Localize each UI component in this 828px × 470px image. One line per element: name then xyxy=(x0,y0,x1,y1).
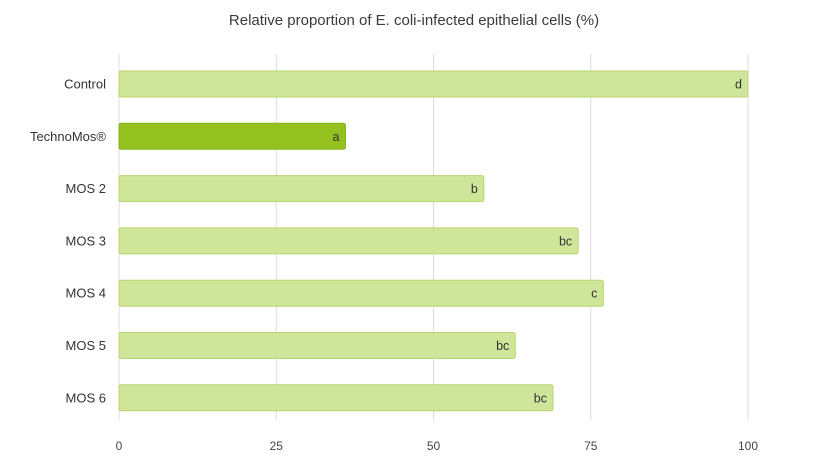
category-label: Control xyxy=(64,77,106,92)
bar xyxy=(118,332,516,359)
x-tick-label: 75 xyxy=(584,439,598,453)
category-label: MOS 2 xyxy=(66,181,106,196)
chart-title: Relative proportion of E. coli-infected … xyxy=(228,12,600,29)
bar xyxy=(118,175,485,203)
bar xyxy=(118,122,346,150)
bar-layer: d a b bc c bc bc xyxy=(118,70,749,412)
category-labels: Control TechnoMos® MOS 2 MOS 3 MOS 4 MOS 5 MOS… xyxy=(30,77,106,406)
x-tick-label: 0 xyxy=(116,439,123,453)
bar-data-label: a xyxy=(332,130,339,144)
category-label: MOS 4 xyxy=(66,286,106,301)
bar xyxy=(118,227,579,255)
bar-data-label: d xyxy=(735,78,742,92)
bar-data-label: bc xyxy=(534,391,547,405)
bar xyxy=(118,384,554,412)
category-label: TechnoMos® xyxy=(30,129,106,144)
bar-data-label: bc xyxy=(559,234,572,248)
x-tick-label: 100 xyxy=(738,439,758,453)
category-label: MOS 6 xyxy=(66,390,106,405)
x-tick-label: 25 xyxy=(270,439,284,453)
bar xyxy=(118,70,749,98)
bar-data-label: c xyxy=(591,287,597,301)
category-label: MOS 5 xyxy=(66,338,106,353)
bar xyxy=(118,279,604,307)
bar-data-label: bc xyxy=(496,339,509,353)
category-label: MOS 3 xyxy=(66,233,106,248)
x-tick-label: 50 xyxy=(427,439,441,453)
x-axis-tick-labels: 0 25 50 75 100 xyxy=(116,439,759,453)
bar-data-label: b xyxy=(471,182,478,196)
